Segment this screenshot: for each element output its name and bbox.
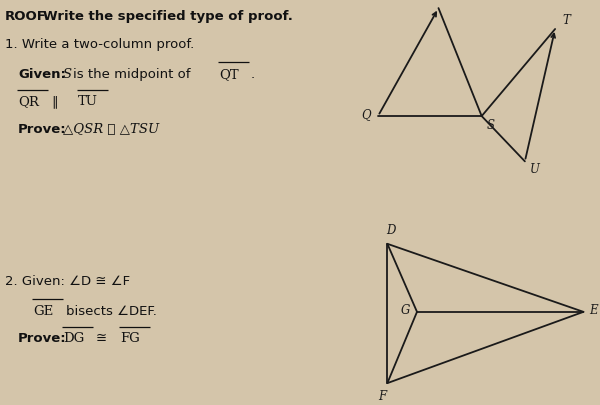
Text: ROOF: ROOF xyxy=(5,10,47,23)
Text: Q: Q xyxy=(361,109,371,122)
Text: S: S xyxy=(487,119,494,132)
Text: R: R xyxy=(431,0,440,1)
Text: D: D xyxy=(386,224,395,237)
Text: DG: DG xyxy=(63,332,84,345)
Text: △QSR ≅ △TSU: △QSR ≅ △TSU xyxy=(63,123,159,136)
Text: 2. Given: ∠D ≅ ∠F: 2. Given: ∠D ≅ ∠F xyxy=(5,275,130,288)
Text: .: . xyxy=(250,68,254,81)
Text: QT: QT xyxy=(219,68,239,81)
Text: U: U xyxy=(530,163,539,176)
Text: S: S xyxy=(63,68,72,81)
Text: G: G xyxy=(400,304,410,317)
Text: T: T xyxy=(562,14,570,27)
Text: 1. Write a two-column proof.: 1. Write a two-column proof. xyxy=(5,38,194,51)
Text: ≅: ≅ xyxy=(96,332,107,345)
Text: Prove:: Prove: xyxy=(18,332,67,345)
Text: F: F xyxy=(379,390,386,403)
Text: ∥: ∥ xyxy=(51,95,58,108)
Text: QR: QR xyxy=(18,95,39,108)
Text: TU: TU xyxy=(78,95,98,108)
Text: bisects ∠DEF.: bisects ∠DEF. xyxy=(66,305,157,318)
Text: Prove:: Prove: xyxy=(18,123,67,136)
Text: Given:: Given: xyxy=(18,68,66,81)
Text: is the midpoint of: is the midpoint of xyxy=(73,68,191,81)
Text: GE: GE xyxy=(33,305,53,318)
Text: FG: FG xyxy=(120,332,140,345)
Text: Write the specified type of proof.: Write the specified type of proof. xyxy=(43,10,293,23)
Text: E: E xyxy=(589,304,598,317)
